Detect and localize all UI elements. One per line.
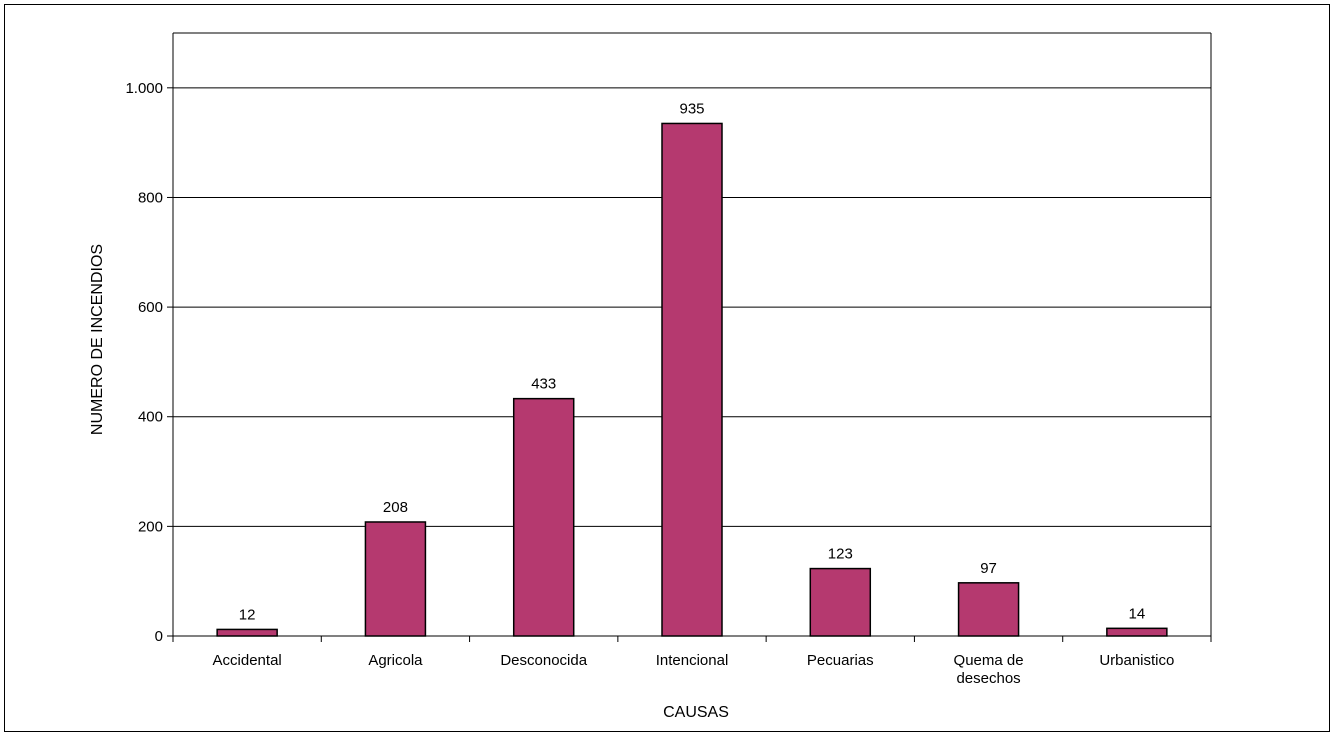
data-label: 97 <box>980 560 997 577</box>
y-tick-label: 600 <box>138 299 163 316</box>
data-label: 14 <box>1129 605 1146 622</box>
bar-intencional <box>661 122 723 637</box>
data-label: 123 <box>828 546 853 563</box>
bar-pecuarias <box>809 567 872 637</box>
y-tick-label: 400 <box>138 409 163 426</box>
data-label: 12 <box>239 606 256 623</box>
bars <box>216 122 1168 637</box>
x-tick-label: Agricola <box>368 652 423 669</box>
bar-urbanistico <box>1106 627 1168 637</box>
data-label: 433 <box>531 376 556 393</box>
y-axis-title: NUMERO DE INCENDIOS <box>89 244 106 435</box>
x-tick-label: Pecuarias <box>807 652 874 669</box>
y-tick-label: 200 <box>138 518 163 535</box>
bar-desconocida <box>512 397 575 637</box>
axes <box>167 32 1212 642</box>
bar-quema-de-desechos <box>957 582 1020 637</box>
data-label: 208 <box>383 499 408 516</box>
bar-agricola <box>364 521 427 637</box>
data-label: 935 <box>679 100 704 117</box>
bar-chart: 0 200 400 600 800 1.000 12 208 433 935 123 97 14 Acci… <box>89 32 1212 721</box>
x-tick-label: Urbanistico <box>1099 652 1174 669</box>
x-tick-label: Intencional <box>656 652 729 669</box>
x-tick-label: Accidental <box>213 652 282 669</box>
y-tick-label: 1.000 <box>125 80 163 97</box>
x-tick-label: Quema de desechos <box>954 652 1024 687</box>
chart-frame: 0 200 400 600 800 1.000 12 208 433 935 123 97 14 Acci… <box>4 4 1330 732</box>
bar-accidental <box>216 628 278 637</box>
y-tick-label: 800 <box>138 189 163 206</box>
labels: 0 200 400 600 800 1.000 12 208 433 935 123 97 14 Acci… <box>125 80 1174 687</box>
x-axis-title: CAUSAS <box>663 704 729 721</box>
y-tick-label: 0 <box>155 628 163 645</box>
x-tick-label: Desconocida <box>500 652 587 669</box>
